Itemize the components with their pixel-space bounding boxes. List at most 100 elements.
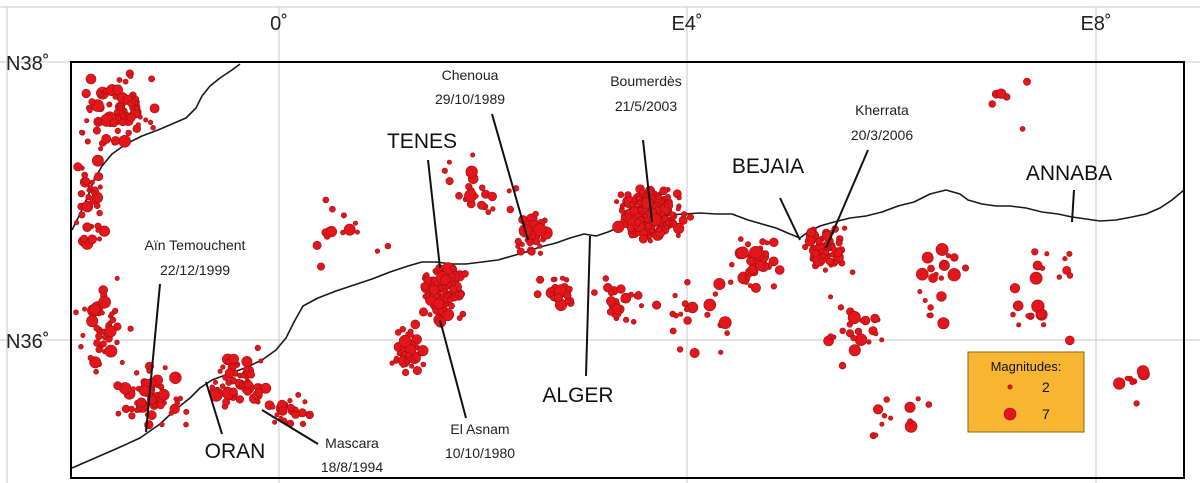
epicenter-dot	[527, 247, 536, 256]
epicenter-dot	[340, 229, 346, 236]
epicenter-dot	[686, 213, 694, 221]
epicenter-dot	[374, 248, 381, 254]
epicenter-dot	[839, 327, 846, 334]
epicenter-dot	[684, 279, 691, 286]
epicenter-dot	[487, 191, 497, 202]
event-date-el-asnam: 10/10/1980	[445, 445, 515, 461]
longitude-label-e4: E4˚	[671, 13, 702, 35]
epicenter-dot	[873, 432, 879, 438]
epicenter-dot	[713, 277, 726, 290]
epicenter-dot	[1016, 322, 1022, 328]
epicenter-dot	[340, 212, 347, 219]
epicenter-dot	[224, 368, 235, 378]
epicenter-dot	[669, 327, 677, 335]
epicenter-dot	[80, 234, 89, 243]
epicenter-dot	[183, 408, 190, 415]
epicenter-dot	[904, 401, 916, 413]
epicenter-dot	[620, 292, 632, 304]
epicenter-dot	[591, 289, 598, 296]
epicenter-dot	[703, 298, 717, 312]
epicenter-dot	[606, 308, 615, 316]
epicenter-dot	[104, 344, 118, 358]
epicenter-dot	[412, 366, 422, 376]
epicenter-dot	[743, 279, 749, 285]
epicenter-dot	[102, 334, 108, 340]
epicenter-dot	[389, 360, 395, 366]
mascara-leader	[261, 409, 319, 445]
epicenter-dot	[532, 210, 539, 218]
epicenter-dot	[241, 356, 253, 368]
epicenter-dot	[119, 118, 127, 127]
epicenter-dot	[394, 329, 402, 336]
legend-small-value: 2	[1042, 379, 1050, 395]
chenoua-leader	[491, 113, 529, 241]
epicenter-dot	[995, 88, 1007, 99]
epicenter-dot	[837, 304, 845, 311]
epicenter-dot	[104, 325, 117, 338]
epicenter-dot	[681, 300, 689, 308]
epicenter-dot	[683, 316, 692, 325]
epicenter-dot	[1113, 377, 1126, 390]
epicenter-dot	[628, 233, 635, 239]
epicenter-dot	[440, 274, 451, 286]
epicenter-dot	[177, 395, 184, 402]
event-date-ain-temouchent: 22/12/1999	[160, 262, 230, 278]
epicenter-dot	[737, 236, 744, 242]
epicenter-dot	[689, 347, 700, 358]
epicenter-dot	[85, 73, 97, 85]
epicenter-dot	[82, 222, 92, 232]
epicenter-dot	[87, 354, 94, 361]
epicenter-dot	[1062, 256, 1068, 262]
epicenter-dot	[97, 184, 103, 190]
epicenter-dot	[143, 117, 149, 123]
epicenter-dot	[642, 213, 648, 219]
epicenter-dot	[84, 118, 90, 124]
epicenter-dot	[445, 177, 454, 186]
event-date-boumerdes: 21/5/2003	[615, 98, 677, 114]
epicenter-dot	[915, 267, 929, 281]
epicenter-dot	[114, 339, 120, 345]
epicenter-dot	[168, 410, 174, 416]
epicenter-dot	[235, 395, 244, 404]
epicenter-dot	[1029, 271, 1043, 285]
epicenter-dot	[749, 246, 763, 260]
epicenter-dot	[93, 368, 99, 375]
epicenter-dot	[470, 152, 476, 158]
epicenter-dot	[537, 250, 544, 256]
epicenter-dot	[112, 93, 119, 100]
epicenter-dot	[287, 398, 293, 404]
epicenter-dot	[209, 384, 216, 391]
epicenter-dot	[447, 296, 454, 303]
epicenter-dot	[652, 300, 662, 310]
epicenter-dot	[675, 233, 681, 239]
epicenter-dot	[410, 319, 421, 330]
epicenter-dot	[81, 177, 90, 186]
event-date-chenoua: 29/10/1989	[435, 91, 505, 107]
epicenter-dot	[673, 222, 685, 234]
epicenter-dot	[400, 346, 406, 352]
epicenter-dot	[769, 237, 779, 248]
epicenter-dot	[872, 404, 884, 415]
epicenter-dot	[533, 290, 542, 299]
epicenter-dot	[418, 307, 428, 317]
epicenter-dot	[88, 98, 96, 106]
epicenter-dot	[683, 306, 690, 313]
epicenter-dot	[1124, 375, 1130, 381]
epicenter-dot	[325, 226, 338, 238]
epicenter-dot	[87, 107, 93, 114]
epicenter-dot	[607, 289, 615, 297]
epicenter-dot	[750, 282, 761, 293]
epicenter-dot	[183, 421, 189, 428]
epicenter-dot	[820, 253, 826, 259]
epicenter-dot	[384, 242, 392, 250]
epicenter-dot	[744, 241, 751, 248]
epicenter-dot	[148, 75, 155, 83]
epicenter-dot	[354, 229, 360, 235]
epicenter-dot	[563, 277, 570, 283]
epicenter-dot	[678, 311, 684, 317]
epicenter-dot	[93, 202, 101, 209]
epicenter-dot	[849, 269, 856, 276]
epicenter-dot	[638, 234, 648, 244]
epicenter-dot	[89, 198, 96, 205]
epicenter-dot	[274, 412, 280, 418]
